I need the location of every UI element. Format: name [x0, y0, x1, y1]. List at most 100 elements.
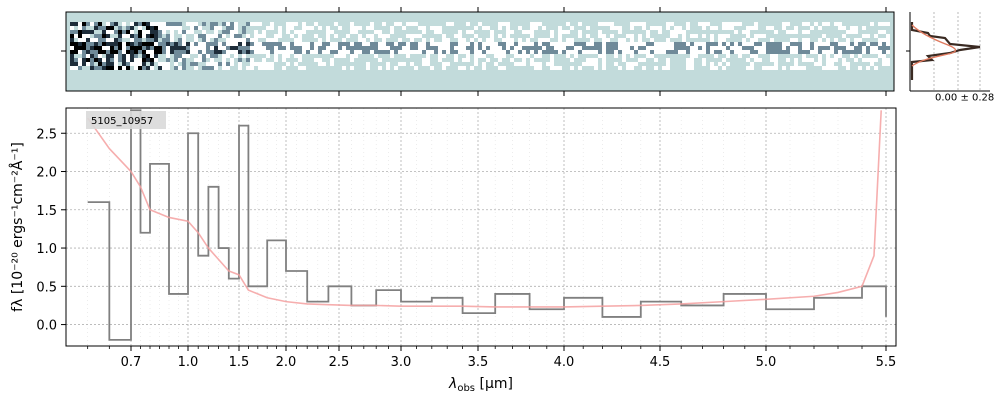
spectrum-2d-pixel [870, 58, 874, 62]
spectrum-2d-pixel [70, 38, 74, 42]
spectrum-2d-pixel [94, 34, 98, 38]
spectrum-2d-pixel [442, 54, 446, 58]
spectrum-2d-pixel [298, 30, 302, 34]
spectrum-2d-pixel [602, 22, 606, 26]
spectrum-2d-pixel [694, 50, 698, 54]
spectrum-2d-pixel [486, 42, 490, 46]
spectrum-2d-pixel [210, 58, 214, 62]
spectrum-2d-pixel [738, 50, 742, 54]
spectrum-2d-pixel [182, 66, 186, 70]
spectrum-2d-pixel [74, 66, 78, 70]
spectrum-2d-pixel [622, 42, 626, 46]
x-tick-label: 1.0 [178, 355, 199, 370]
spectrum-2d-pixel [110, 58, 114, 62]
x-tick-label: 2.0 [276, 355, 297, 370]
spectrum-2d-pixel [818, 42, 822, 46]
spectrum-2d-pixel [338, 50, 342, 54]
spectrum-2d-pixel [674, 46, 678, 50]
spectrum-2d-pixel [718, 34, 722, 38]
spectrum-2d-pixel [390, 42, 394, 46]
spectrum-2d-pixel [702, 46, 706, 50]
spectrum-2d-pixel [310, 46, 314, 50]
spectrum-2d-pixel [386, 62, 390, 66]
spectrum-2d-pixel [862, 34, 866, 38]
spectrum-2d-pixel [158, 34, 162, 38]
spectrum-2d-pixel [266, 54, 270, 58]
spectrum-2d-pixel [214, 66, 218, 70]
spectrum-2d-pixel [278, 50, 282, 54]
spectrum-2d-pixel [434, 30, 438, 34]
spectrum-2d-pixel [666, 58, 670, 62]
spectrum-2d-pixel [630, 66, 634, 70]
spectrum-2d-pixel [538, 22, 542, 26]
spectrum-2d-pixel [642, 50, 646, 54]
spectrum-2d-pixel [842, 26, 846, 30]
spectrum-2d-pixel [230, 34, 234, 38]
spectrum-2d-pixel [138, 26, 142, 30]
spectrum-2d-pixel [166, 38, 170, 42]
spectrum-2d-pixel [826, 22, 830, 26]
spectrum-2d-pixel [90, 58, 94, 62]
spectrum-2d-pixel [474, 54, 478, 58]
spectrum-2d-pixel [678, 42, 682, 46]
spectrum-2d-pixel [274, 42, 278, 46]
spectrum-2d-pixel [310, 26, 314, 30]
spectrum-2d-pixel [806, 22, 810, 26]
spectrum-2d-pixel [466, 30, 470, 34]
spectrum-2d-pixel [314, 22, 318, 26]
spectrum-2d-pixel [370, 38, 374, 42]
spectrum-2d-pixel [170, 50, 174, 54]
spectrum-2d-pixel [466, 58, 470, 62]
spectrum-2d-pixel [110, 26, 114, 30]
spectrum-2d-pixel [70, 42, 74, 46]
spectrum-2d-pixel [682, 50, 686, 54]
spectrum-2d-pixel [474, 34, 478, 38]
spectrum-2d-pixel [474, 42, 478, 46]
spectrum-2d-pixel [234, 30, 238, 34]
spectrum-2d-pixel [150, 58, 154, 62]
spectrum-2d-pixel [454, 50, 458, 54]
spectrum-2d-pixel [486, 46, 490, 50]
spectrum-2d-pixel [106, 22, 110, 26]
spectrum-2d-pixel [546, 42, 550, 46]
spectrum-2d-pixel [302, 26, 306, 30]
spectrum-2d-pixel [186, 46, 190, 50]
spectrum-2d-pixel [730, 26, 734, 30]
spectrum-2d-pixel [378, 58, 382, 62]
spectrum-2d-pixel [690, 34, 694, 38]
spectrum-2d-pixel [542, 38, 546, 42]
spectrum-2d-pixel [750, 50, 754, 54]
spectrum-2d-pixel [418, 34, 422, 38]
spectrum-2d-pixel [226, 66, 230, 70]
spectrum-2d-pixel [78, 62, 82, 66]
spectrum-2d-pixel [858, 38, 862, 42]
spectrum-2d-pixel [134, 42, 138, 46]
spectrum-2d-pixel [806, 50, 810, 54]
spectrum-2d-pixel [134, 62, 138, 66]
spectrum-2d-pixel [134, 66, 138, 70]
spectrum-2d-pixel [846, 50, 850, 54]
spectrum-2d-pixel [178, 46, 182, 50]
spectrum-2d-pixel [162, 30, 166, 34]
spectrum-2d-pixel [878, 46, 882, 50]
spectrum-2d-pixel [410, 62, 414, 66]
spectrum-1d-grid [66, 108, 896, 346]
x-tick-label: 4.0 [554, 355, 575, 370]
spectrum-2d-pixel [886, 34, 890, 38]
spectrum-2d-pixel [534, 22, 538, 26]
spectrum-2d-pixel [726, 26, 730, 30]
spectrum-2d-pixel [430, 50, 434, 54]
spectrum-2d-pixel [758, 46, 762, 50]
spectrum-2d-pixel [206, 34, 210, 38]
spectrum-2d-pixel [434, 42, 438, 46]
spectrum-2d-pixel [246, 66, 250, 70]
spectrum-2d-pixel [194, 58, 198, 62]
spectrum-2d-pixel [174, 54, 178, 58]
spectrum-2d-pixel [522, 54, 526, 58]
spectrum-2d-pixel [106, 46, 110, 50]
spectrum-2d-pixel [270, 66, 274, 70]
spectrum-2d-pixel [382, 38, 386, 42]
spectrum-2d-pixel [306, 50, 310, 54]
spectrum-2d-pixel [210, 50, 214, 54]
spectrum-2d-pixel [174, 58, 178, 62]
